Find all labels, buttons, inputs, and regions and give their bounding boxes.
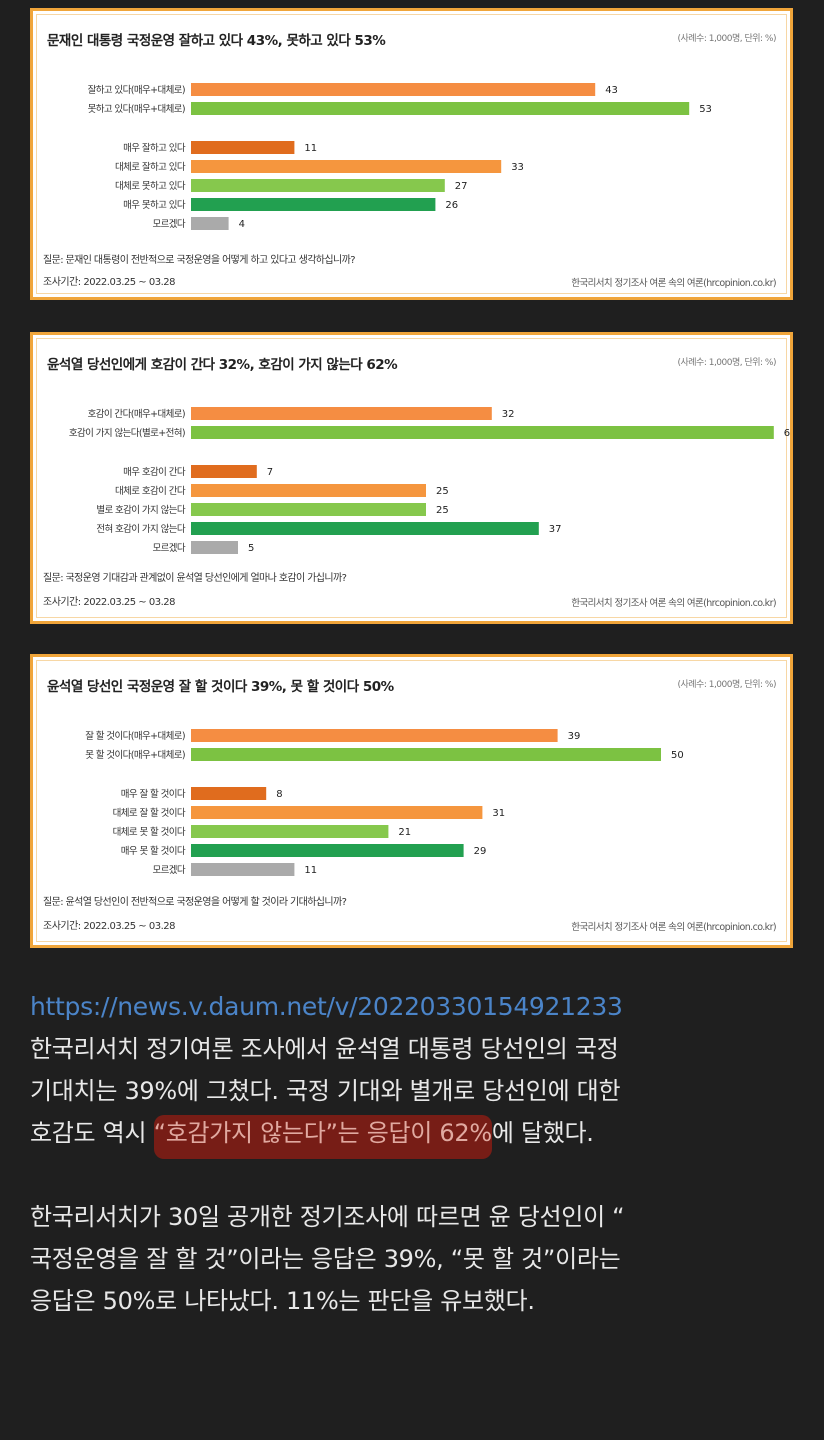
bar	[191, 787, 267, 800]
survey-period: 조사기간: 2022.03.25 ~ 03.28	[43, 597, 175, 608]
survey-question: 질문: 문재인 대통령이 전반적으로 국정운영을 어떻게 하고 있다고 생각하십…	[43, 255, 356, 266]
paragraph-1-line-3: 호감도 역시 “호감가지 않는다”는 응답이 62%에 달했다.	[30, 1112, 800, 1159]
bar-chart: 호감이 간다(매우+대체로) 32 호감이 가지 않는다(별로+전혀) 62 매우 호감…	[69, 407, 790, 554]
chart-title: 문재인 대통령 국정운영 잘하고 있다 43%, 못하고 있다 53%	[47, 33, 386, 49]
category-label: 못하고 있다(매우+대체로)	[88, 103, 185, 115]
category-label: 모르겠다	[152, 219, 185, 230]
value-label: 25	[436, 505, 449, 516]
bar-chart: 잘 할 것이다(매우+대체로) 39 못 할 것이다(매우+대체로) 50 매우 잘 할…	[85, 729, 684, 876]
category-label: 대체로 잘 할 것이다	[113, 807, 186, 819]
category-label: 매우 못하고 있다	[123, 199, 186, 211]
category-label: 매우 잘하고 있다	[123, 142, 186, 154]
category-label: 매우 못 할 것이다	[121, 846, 186, 857]
value-label: 53	[699, 104, 712, 115]
chart-card-3: 윤석열 당선인 국정운영 잘 할 것이다 39%, 못 할 것이다 50% (사…	[30, 654, 793, 948]
paragraph-2-line-3: 응답은 50%로 나타났다. 11%는 판단을 유보했다.	[30, 1287, 535, 1315]
survey-period: 조사기간: 2022.03.25 ~ 03.28	[43, 921, 175, 932]
bar	[191, 141, 295, 154]
bar	[191, 863, 295, 876]
bar	[191, 729, 558, 742]
category-label: 모르겠다	[152, 543, 185, 554]
chart-sample-note: (사례수: 1,000명, 단위: %)	[677, 34, 776, 44]
paragraph-2-line-2: 국정운영을 잘 할 것”이라는 응답은 39%, “못 할 것”이라는	[30, 1245, 621, 1273]
category-label: 전혀 호감이 가지 않는다	[96, 523, 186, 535]
category-label: 호감이 간다(매우+대체로)	[88, 408, 185, 420]
text-segment: 호감도 역시	[30, 1119, 154, 1147]
bar	[191, 484, 426, 497]
source-credit: 한국리서치 정기조사 여론 속의 여론(hrcopinion.co.kr)	[571, 278, 776, 289]
value-label: 50	[671, 750, 684, 761]
bar	[191, 748, 661, 761]
bar	[191, 179, 445, 192]
bar-chart: 잘하고 있다(매우+대체로) 43 못하고 있다(매우+대체로) 53 매우 잘하고 있…	[88, 83, 712, 230]
bar	[191, 426, 774, 439]
chart-sample-note: (사례수: 1,000명, 단위: %)	[677, 358, 776, 368]
category-label: 모르겠다	[152, 865, 185, 876]
bar	[191, 217, 229, 230]
category-label: 대체로 잘하고 있다	[115, 161, 186, 173]
category-label: 못 할 것이다(매우+대체로)	[85, 750, 185, 761]
bar	[191, 503, 426, 516]
bar	[191, 198, 436, 211]
category-label: 대체로 못 할 것이다	[113, 827, 186, 838]
highlighted-quote: “호감가지 않는다”는 응답이 62%	[153, 1115, 492, 1159]
card-border	[36, 14, 787, 294]
bar	[191, 825, 389, 838]
value-label: 8	[276, 789, 282, 800]
chart-card-1: 문재인 대통령 국정운영 잘하고 있다 43%, 못하고 있다 53% (사례수…	[30, 8, 793, 300]
bar	[191, 522, 539, 535]
value-label: 4	[239, 219, 245, 230]
paragraph-1-line-2: 기대치는 39%에 그쳤다. 국정 기대와 별개로 당선인에 대한	[30, 1077, 621, 1105]
value-label: 11	[304, 143, 317, 154]
survey-question: 질문: 국정운영 기대감과 관계없이 윤석열 당선인에게 얼마나 호감이 가십니…	[43, 573, 347, 584]
category-label: 호감이 가지 않는다(별로+전혀)	[69, 427, 185, 439]
bar	[191, 83, 596, 96]
bar	[191, 541, 238, 554]
source-credit: 한국리서치 정기조사 여론 속의 여론(hrcopinion.co.kr)	[571, 922, 776, 933]
chart-card-2: 윤석열 당선인에게 호감이 간다 32%, 호감이 가지 않는다 62% (사례…	[30, 332, 793, 624]
value-label: 5	[248, 543, 254, 554]
value-label: 33	[511, 162, 524, 173]
bar	[191, 102, 690, 115]
value-label: 39	[568, 731, 581, 742]
value-label: 29	[474, 846, 487, 857]
card-border	[36, 338, 787, 618]
value-label: 43	[605, 85, 618, 96]
survey-question: 질문: 윤석열 당선인이 전반적으로 국정운영을 어떻게 할 것이라 기대하십니…	[43, 897, 347, 908]
value-label: 32	[502, 409, 515, 420]
bar	[191, 806, 483, 819]
card-border	[36, 660, 787, 942]
value-label: 27	[455, 181, 468, 192]
value-label: 11	[304, 865, 317, 876]
bar	[191, 844, 464, 857]
bar	[191, 465, 257, 478]
value-label: 31	[492, 808, 505, 819]
category-label: 대체로 못하고 있다	[115, 180, 186, 192]
survey-period: 조사기간: 2022.03.25 ~ 03.28	[43, 277, 175, 288]
category-label: 잘 할 것이다(매우+대체로)	[85, 730, 185, 742]
category-label: 매우 잘 할 것이다	[121, 788, 186, 800]
value-label: 21	[398, 827, 411, 838]
text-segment: 에 달했다.	[491, 1119, 594, 1147]
bar	[191, 160, 502, 173]
article-body: https://news.v.daum.net/v/20220330154921…	[30, 986, 800, 1322]
value-label: 25	[436, 486, 449, 497]
value-label: 62	[784, 428, 790, 439]
value-label: 26	[445, 200, 458, 211]
article-link[interactable]: https://news.v.daum.net/v/20220330154921…	[30, 992, 623, 1021]
chart-title: 윤석열 당선인에게 호감이 간다 32%, 호감이 가지 않는다 62%	[47, 357, 398, 373]
paragraph-1-line-1: 한국리서치 정기여론 조사에서 윤석열 대통령 당선인의 국정	[30, 1035, 619, 1063]
paragraph-spacer	[30, 1154, 800, 1196]
category-label: 매우 호감이 간다	[123, 466, 186, 478]
category-label: 대체로 호감이 간다	[115, 485, 186, 497]
bar	[191, 407, 492, 420]
paragraph-2-line-1: 한국리서치가 30일 공개한 정기조사에 따르면 윤 당선인이 “	[30, 1203, 625, 1231]
value-label: 37	[549, 524, 562, 535]
chart-sample-note: (사례수: 1,000명, 단위: %)	[677, 680, 776, 690]
chart-title: 윤석열 당선인 국정운영 잘 할 것이다 39%, 못 할 것이다 50%	[47, 679, 394, 695]
source-credit: 한국리서치 정기조사 여론 속의 여론(hrcopinion.co.kr)	[571, 598, 776, 609]
value-label: 7	[267, 467, 273, 478]
category-label: 별로 호감이 가지 않는다	[96, 504, 186, 516]
category-label: 잘하고 있다(매우+대체로)	[88, 84, 185, 96]
